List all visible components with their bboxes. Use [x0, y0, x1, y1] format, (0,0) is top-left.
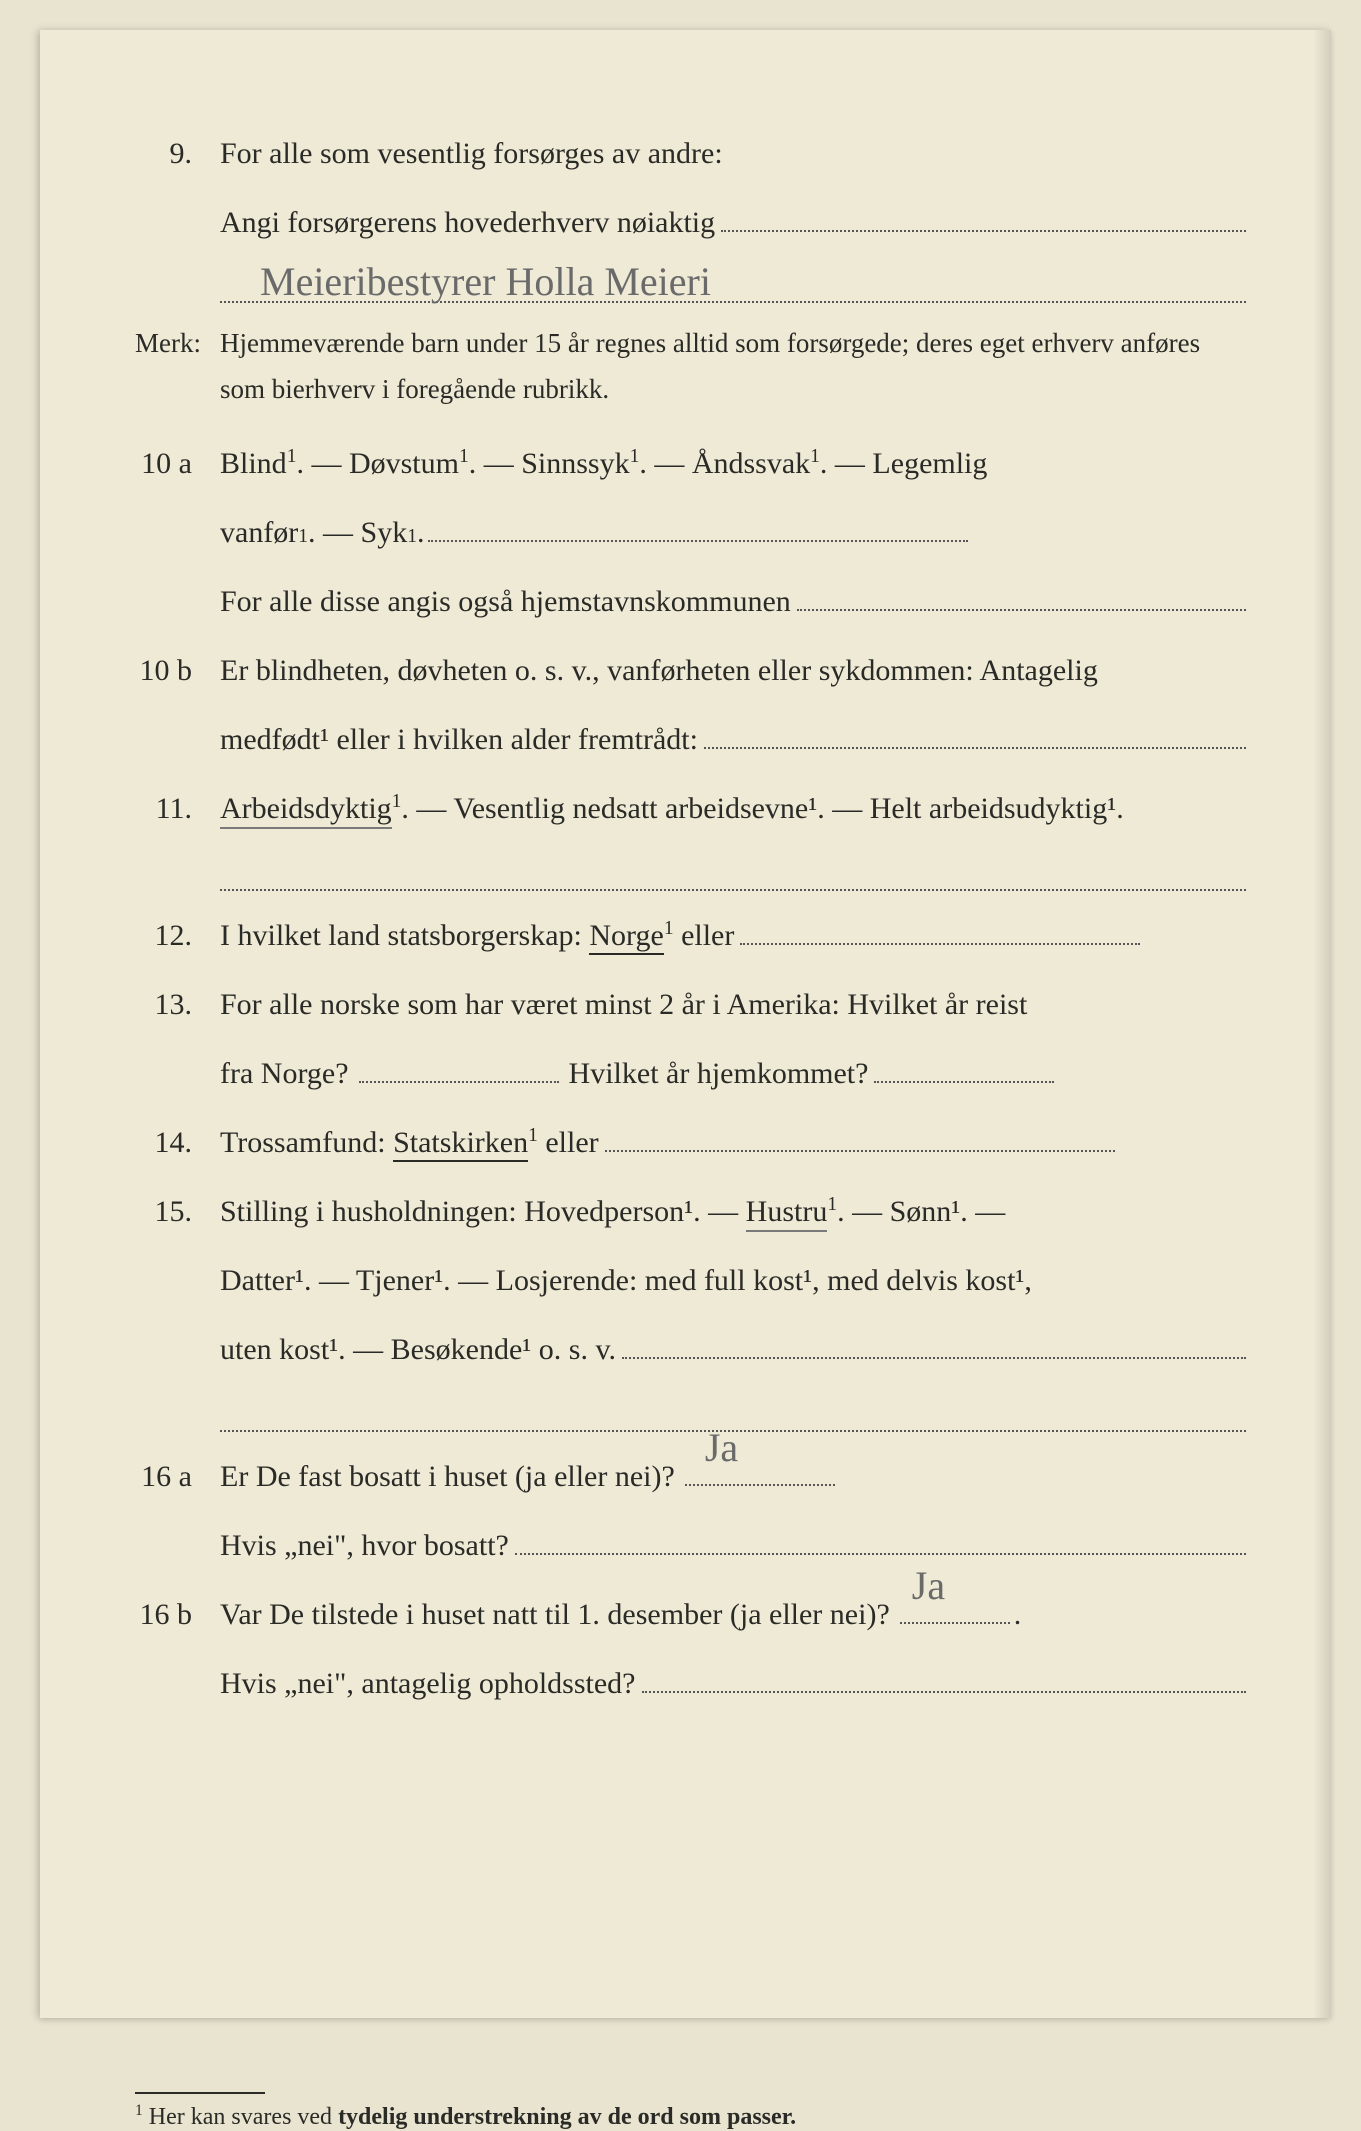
q9-text1: For alle som vesentlig forsørges av andr… — [220, 125, 1246, 182]
q16a-blank2 — [515, 1525, 1246, 1555]
q16b-hw: Ja — [912, 1548, 945, 1624]
footnote-separator — [135, 2092, 265, 2094]
q13-blank-a — [359, 1053, 559, 1083]
q16b-line1: 16 b Var De tilstede i huset natt til 1.… — [135, 1586, 1246, 1643]
q16a-text2: Hvis „nei", hvor bosatt? — [220, 1517, 509, 1574]
q10b-number: 10 b — [135, 642, 220, 699]
q16a-text1: Er De fast bosatt i huset (ja eller nei)… — [220, 1448, 1246, 1505]
merk-text: Hjemmeværende barn under 15 år regnes al… — [220, 321, 1246, 413]
q10a-line2: vanfør1. — Syk1. — [220, 504, 1246, 561]
q14-line: 14. Trossamfund: Statskirken1 eller — [135, 1114, 1246, 1171]
q16b-text2: Hvis „nei", antagelig opholdssted? — [220, 1655, 636, 1712]
q13-line1: 13. For alle norske som har været minst … — [135, 976, 1246, 1033]
form-page: 9. For alle som vesentlig forsørges av a… — [40, 30, 1331, 2018]
footnote: 1 Her kan svares ved tydelig understrekn… — [135, 2102, 1246, 2131]
q16a-hw: Ja — [705, 1410, 738, 1486]
q13-text2b: Hvilket år hjemkommet? — [569, 1045, 869, 1102]
q10b-text1: Er blindheten, døvheten o. s. v., vanfør… — [220, 642, 1246, 699]
q16a-line1: 16 a Er De fast bosatt i huset (ja eller… — [135, 1448, 1246, 1505]
q16b-blank2 — [642, 1663, 1247, 1693]
q15-number: 15. — [135, 1183, 220, 1240]
q15-text1: Stilling i husholdningen: Hovedperson¹. … — [220, 1183, 1246, 1240]
q15-line3: uten kost¹. — Besøkende¹ o. s. v. — [220, 1321, 1246, 1378]
q9-answer-line: Meieribestyrer Holla Meieri — [220, 255, 1246, 303]
q15-underlined: Hustru — [746, 1195, 828, 1232]
q14-blank — [605, 1122, 1115, 1152]
q10b-blank — [704, 719, 1246, 749]
q15-blank — [622, 1329, 1246, 1359]
q11-line: 11. Arbeidsdyktig1. — Vesentlig nedsatt … — [135, 780, 1246, 837]
q16b-number: 16 b — [135, 1586, 220, 1643]
q11-blank-line — [220, 849, 1246, 891]
q16b-line2: Hvis „nei", antagelig opholdssted? — [220, 1655, 1246, 1712]
q11-text: Arbeidsdyktig1. — Vesentlig nedsatt arbe… — [220, 780, 1246, 837]
q10b-line1: 10 b Er blindheten, døvheten o. s. v., v… — [135, 642, 1246, 699]
q16a-blank: Ja — [685, 1456, 835, 1486]
q9-number: 9. — [135, 125, 220, 182]
q10a-text3: For alle disse angis også hjemstavnskomm… — [220, 573, 791, 630]
q14-underlined: Statskirken — [393, 1126, 528, 1162]
q10a-line1: 10 a Blind1. — Døvstum1. — Sinnssyk1. — … — [135, 435, 1246, 492]
q11-number: 11. — [135, 780, 220, 837]
q12-number: 12. — [135, 907, 220, 964]
q16a-number: 16 a — [135, 1448, 220, 1505]
footnote-marker: 1 — [135, 2102, 143, 2119]
q9-blank-top — [721, 202, 1246, 232]
q14-number: 14. — [135, 1114, 220, 1171]
q9-line2: Angi forsørgerens hovederhverv nøiaktig — [220, 194, 1246, 251]
q10a-text1: Blind1. — Døvstum1. — Sinnssyk1. — Åndss… — [220, 435, 1246, 492]
q10a-blank — [428, 512, 968, 542]
q16b-text1: Var De tilstede i huset natt til 1. dese… — [220, 1586, 1246, 1643]
q16b-blank: Ja — [900, 1594, 1010, 1624]
q16a-line2: Hvis „nei", hvor bosatt? — [220, 1517, 1246, 1574]
q10a-number: 10 a — [135, 435, 220, 492]
q13-blank-b — [874, 1053, 1054, 1083]
q15-line2: Datter¹. — Tjener¹. — Losjerende: med fu… — [220, 1252, 1246, 1309]
footnote-text-a: Her kan svares ved — [149, 2104, 338, 2130]
q12-line: 12. I hvilket land statsborgerskap: Norg… — [135, 907, 1246, 964]
merk-label: Merk: — [135, 321, 220, 367]
q15-line1: 15. Stilling i husholdningen: Hovedperso… — [135, 1183, 1246, 1240]
q13-text1: For alle norske som har været minst 2 år… — [220, 976, 1246, 1033]
q13-line2: fra Norge? Hvilket år hjemkommet? — [220, 1045, 1246, 1102]
merk-row: Merk: Hjemmeværende barn under 15 år reg… — [135, 321, 1246, 413]
q14-text: Trossamfund: Statskirken1 eller — [220, 1114, 1246, 1171]
q9-text2: Angi forsørgerens hovederhverv nøiaktig — [220, 194, 715, 251]
q10a-line3: For alle disse angis også hjemstavnskomm… — [220, 573, 1246, 630]
q11-underlined: Arbeidsdyktig — [220, 792, 392, 829]
q10b-text2: medfødt¹ eller i hvilken alder fremtrådt… — [220, 711, 698, 768]
q15-text2: Datter¹. — Tjener¹. — Losjerende: med fu… — [220, 1252, 1032, 1309]
q12-blank — [740, 915, 1140, 945]
q9-handwritten: Meieribestyrer Holla Meieri — [260, 258, 711, 305]
q10a-blank3 — [797, 581, 1246, 611]
footnote-text-b: tydelig understrekning av de ord som pas… — [338, 2104, 796, 2130]
q13-number: 13. — [135, 976, 220, 1033]
q13-text2a: fra Norge? — [220, 1045, 349, 1102]
q12-underlined: Norge — [589, 919, 663, 955]
q12-text: I hvilket land statsborgerskap: Norge1 e… — [220, 907, 1246, 964]
q10b-line2: medfødt¹ eller i hvilken alder fremtrådt… — [220, 711, 1246, 768]
q9-line1: 9. For alle som vesentlig forsørges av a… — [135, 125, 1246, 182]
q15-text3: uten kost¹. — Besøkende¹ o. s. v. — [220, 1321, 616, 1378]
